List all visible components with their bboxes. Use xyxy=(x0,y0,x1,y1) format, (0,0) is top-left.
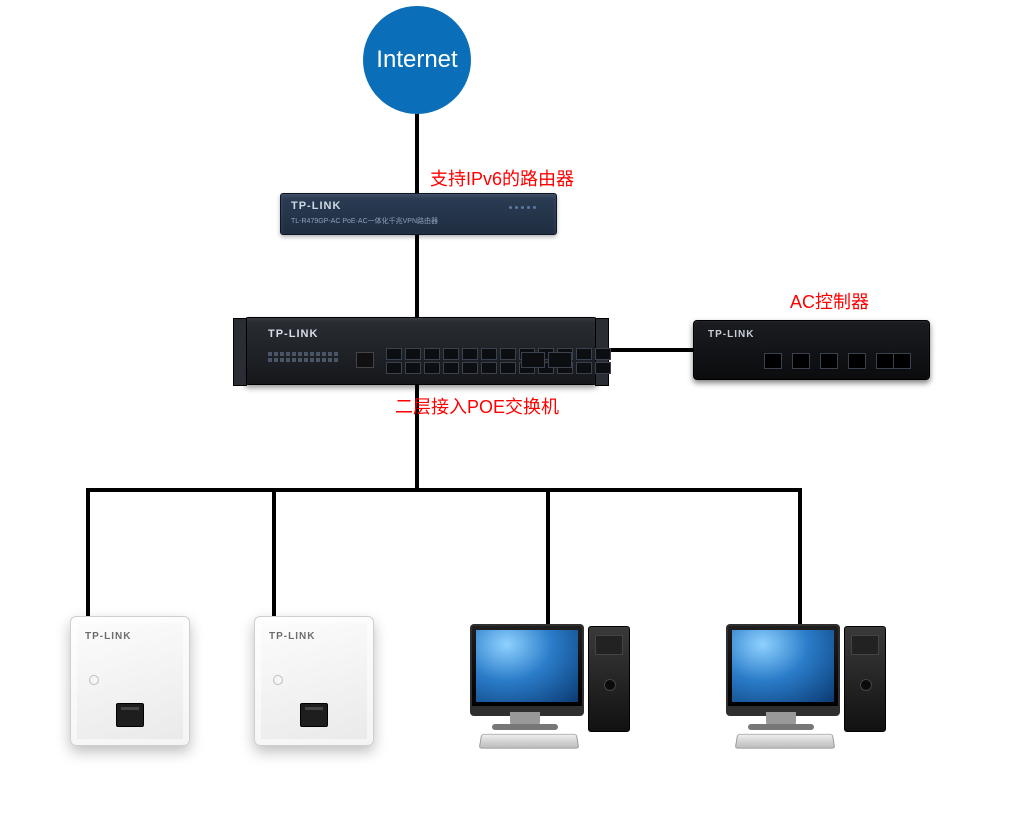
ap2-rj45-port xyxy=(300,703,328,727)
ac-label: AC控制器 xyxy=(790,288,869,314)
node-internet: Internet xyxy=(363,6,471,114)
edge-internet-router xyxy=(415,112,419,195)
pc2-monitor-icon xyxy=(726,624,840,716)
ac-lan-port xyxy=(893,353,911,369)
pc2-base xyxy=(748,724,814,730)
switch-brand: TP-LINK xyxy=(268,328,318,340)
ap2-led-icon xyxy=(273,675,283,685)
pc1-tower-icon xyxy=(588,626,630,732)
switch-ear-left xyxy=(233,318,247,386)
router-model: TL-R479GP-AC PoE·AC一体化千兆VPN路由器 xyxy=(291,216,438,226)
node-router: TP-LINK TL-R479GP-AC PoE·AC一体化千兆VPN路由器 xyxy=(280,193,557,235)
switch-sfp-ports xyxy=(521,352,572,368)
node-pc-1 xyxy=(470,624,630,754)
switch-led-grid xyxy=(268,352,338,362)
switch-label: 二层接入POE交换机 xyxy=(395,393,559,419)
node-pc-2 xyxy=(726,624,886,754)
node-poe-switch: TP-LINK xyxy=(245,317,597,385)
router-label: 支持IPv6的路由器 xyxy=(430,165,574,191)
edge-bus-ap1 xyxy=(86,488,90,618)
pc1-keyboard-icon xyxy=(479,734,580,749)
edge-bus-horizontal xyxy=(86,488,802,492)
ap2-brand: TP-LINK xyxy=(269,631,315,642)
pc2-tower-icon xyxy=(844,626,886,732)
router-leds xyxy=(509,206,536,209)
ap1-rj45-port xyxy=(116,703,144,727)
pc1-base xyxy=(492,724,558,730)
edge-bus-pc1 xyxy=(546,488,550,626)
ap1-brand: TP-LINK xyxy=(85,631,131,642)
node-ac-controller: TP-LINK xyxy=(693,320,930,380)
switch-console-port xyxy=(356,352,374,368)
pc2-keyboard-icon xyxy=(735,734,836,749)
router-brand: TP-LINK xyxy=(291,200,341,212)
edge-bus-ap2 xyxy=(272,488,276,618)
ac-ports xyxy=(764,353,894,369)
node-wall-ap-2: TP-LINK xyxy=(254,616,374,746)
internet-label: Internet xyxy=(376,46,457,74)
pc1-monitor-icon xyxy=(470,624,584,716)
network-diagram-canvas: Internet 支持IPv6的路由器 TP-LINK TL-R479GP-AC… xyxy=(0,0,1015,839)
node-wall-ap-1: TP-LINK xyxy=(70,616,190,746)
edge-bus-pc2 xyxy=(798,488,802,626)
ap1-led-icon xyxy=(89,675,99,685)
switch-rj45-ports xyxy=(386,348,611,374)
ac-brand: TP-LINK xyxy=(708,329,754,340)
edge-router-switch xyxy=(415,231,419,319)
